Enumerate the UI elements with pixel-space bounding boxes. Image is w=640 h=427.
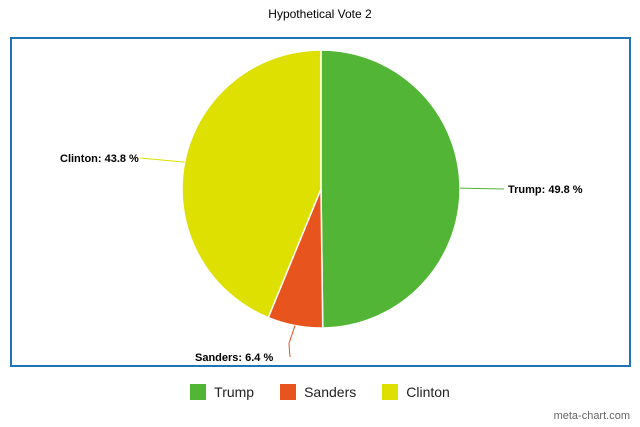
legend-item-trump[interactable]: Trump [190, 384, 254, 400]
legend: Trump Sanders Clinton [0, 384, 640, 400]
slice-label-sanders: Sanders: 6.4 % [195, 352, 273, 364]
chart-title: Hypothetical Vote 2 [268, 7, 372, 21]
pie-slice-clinton[interactable] [181, 49, 322, 319]
label-connector-sanders [288, 325, 296, 358]
legend-item-clinton[interactable]: Clinton [382, 384, 450, 400]
legend-item-sanders[interactable]: Sanders [280, 384, 356, 400]
chart-frame: Trump: 49.8 % Sanders: 6.4 % Clinton: 43.8… [10, 37, 631, 367]
legend-swatch-trump [190, 384, 207, 400]
legend-swatch-clinton [382, 384, 399, 400]
legend-label-clinton: Clinton [406, 384, 450, 400]
label-connector-trump [459, 187, 505, 190]
label-connector-clinton [139, 157, 185, 163]
slice-label-clinton: Clinton: 43.8 % [60, 153, 139, 165]
pie-chart: Trump: 49.8 % Sanders: 6.4 % Clinton: 43.8… [60, 49, 583, 364]
slice-label-trump: Trump: 49.8 % [508, 184, 583, 196]
legend-swatch-sanders [280, 384, 297, 400]
legend-label-sanders: Sanders [304, 384, 357, 400]
legend-label-trump: Trump [214, 384, 255, 400]
pie-slice-trump[interactable] [320, 49, 461, 329]
watermark: meta-chart.com [553, 410, 630, 422]
